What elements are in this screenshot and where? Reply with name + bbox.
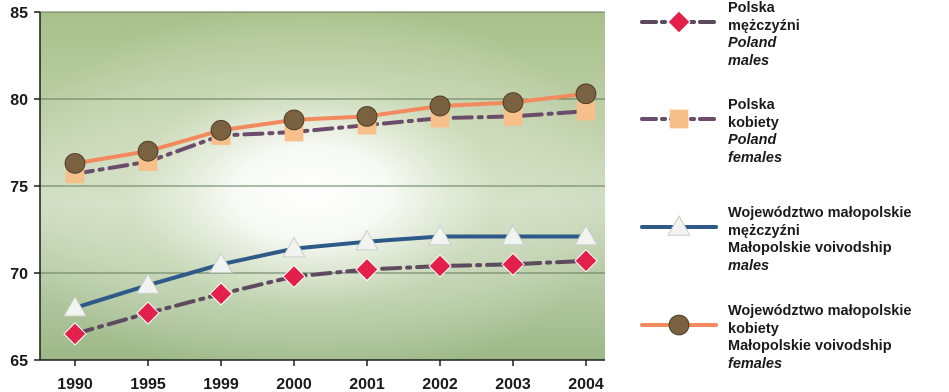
legend-label-line: kobiety (728, 320, 779, 337)
legend-marker-pl_f (669, 109, 689, 129)
data-point-mp_m (63, 295, 87, 317)
legend-marker-mp_f (668, 314, 690, 336)
tick-labels: 65 70 75 80 85 1990 1995 1999 2000 2001 2002 2003 20… (10, 5, 604, 392)
data-point-mp_m (574, 224, 598, 246)
data-point-pl_m (355, 257, 379, 282)
x-tick-label: 2003 (495, 376, 531, 392)
legend-label-mp_f: Województwo małopolskie kobiety Małopolski… (728, 303, 911, 373)
legend-label-line: Polska (728, 0, 775, 16)
y-tick-label: 85 (10, 5, 28, 22)
legend-label-line: males (728, 52, 770, 69)
data-point-pl_m (63, 322, 87, 346)
legend-swatch-pl_f (640, 109, 718, 129)
series-markers (63, 83, 598, 346)
data-point-pl_m (136, 301, 160, 325)
x-tick-label: 2001 (349, 376, 385, 392)
legend-label-line: females (728, 149, 783, 166)
data-point-mp_m (355, 229, 379, 251)
legend-label-pl_m: Polska mężczyźni Poland males (728, 0, 800, 70)
x-tick-label: 2000 (276, 376, 312, 392)
legend: Polska mężczyźni Poland males Polska kobiety P… (632, 0, 949, 392)
y-tick-label: 65 (10, 353, 28, 370)
x-tick-label: 1990 (57, 376, 93, 392)
legend-label-line: Polska (728, 97, 775, 113)
data-point-pl_f (576, 101, 596, 121)
data-point-pl_m (282, 264, 306, 289)
legend-label-line: Poland (728, 132, 777, 148)
series-line-pl_m (73, 258, 588, 336)
data-point-pl_m (501, 252, 525, 277)
legend-swatch-pl_m (640, 10, 718, 34)
data-point-mp_m (136, 273, 160, 294)
data-point-pl_m (574, 249, 598, 273)
x-tick-label: 1995 (130, 376, 166, 392)
data-point-mp_f (575, 83, 597, 105)
series-line-mp_m (73, 234, 588, 310)
data-point-mp_f (356, 106, 378, 127)
data-point-mp_f (502, 92, 524, 113)
data-point-mp_f (210, 119, 232, 141)
data-point-mp_m (501, 224, 525, 246)
series-line-pl_f (73, 109, 588, 176)
legend-label-line: females (728, 355, 783, 372)
data-point-mp_m (428, 224, 452, 246)
legend-marker-pl_m (667, 10, 691, 34)
legend-label-line: kobiety (728, 114, 779, 131)
data-point-mp_f (64, 152, 86, 174)
legend-label-line: Małopolskie voivodship (728, 240, 892, 256)
legend-swatch-mp_f (640, 314, 718, 336)
data-point-mp_f (283, 109, 305, 131)
legend-label-line: males (728, 257, 770, 274)
data-point-mp_f (137, 140, 159, 162)
legend-label-pl_f: Polska kobiety Poland females (728, 97, 782, 167)
legend-swatch-mp_m (640, 214, 718, 236)
axes (34, 11, 605, 366)
x-tick-label: 2004 (568, 376, 604, 392)
legend-marker-mp_m (667, 214, 691, 236)
legend-label-mp_m: Województwo małopolskie mężczyźni Małopols… (728, 205, 911, 275)
data-point-mp_f (429, 95, 451, 117)
x-tick-label: 1999 (203, 376, 239, 392)
data-point-mp_m (282, 236, 306, 258)
data-point-mp_m (209, 252, 233, 274)
legend-label-line: Małopolskie voivodship (728, 338, 892, 354)
legend-label-line: mężczyźni (728, 17, 800, 34)
life-expectancy-chart: 65 70 75 80 85 1990 1995 1999 2000 2001 2002 2003 20… (10, 5, 605, 392)
x-tick-label: 2002 (422, 376, 458, 392)
series-line-mp_f (73, 91, 588, 166)
y-tick-label: 70 (10, 266, 28, 283)
legend-label-line: Województwo małopolskie (728, 205, 912, 221)
y-tick-label: 80 (10, 92, 28, 109)
legend-label-line: Poland (728, 35, 777, 51)
data-point-pl_m (209, 282, 233, 306)
data-point-pl_m (428, 254, 452, 278)
y-tick-label: 75 (10, 179, 28, 196)
series-lines (73, 91, 588, 336)
legend-label-line: Województwo małopolskie (728, 303, 912, 319)
legend-label-line: mężczyźni (728, 222, 800, 239)
